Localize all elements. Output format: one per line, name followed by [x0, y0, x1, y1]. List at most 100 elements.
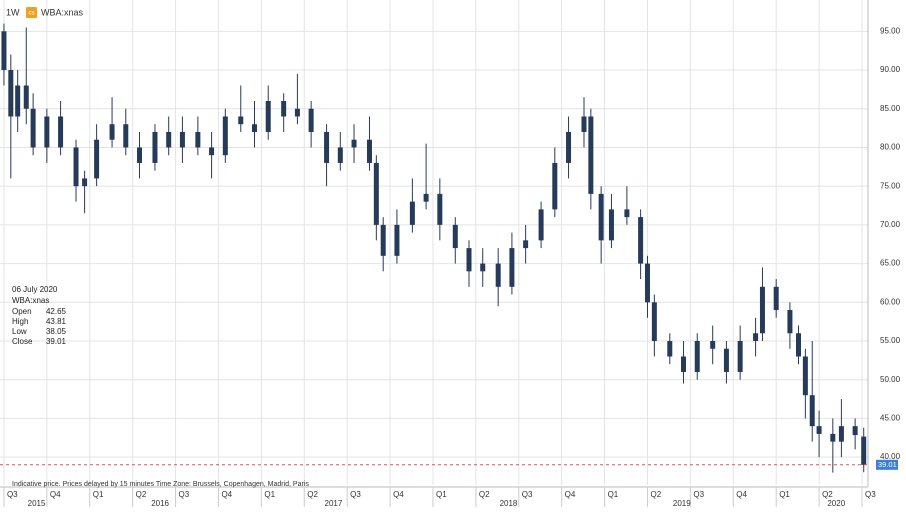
candle-body	[179, 131, 185, 148]
x-tick-label: Q4	[221, 490, 232, 499]
y-tick-label: 95.00	[880, 26, 901, 35]
y-tick-label: 90.00	[880, 65, 901, 74]
y-tick-label: 55.00	[880, 336, 901, 345]
candle-body	[809, 395, 815, 427]
x-tick-label: Q1	[779, 490, 790, 499]
candle-body	[566, 131, 572, 163]
y-tick-label: 70.00	[880, 220, 901, 229]
candle-body	[209, 147, 215, 156]
icon-box	[26, 7, 37, 18]
candle-body	[44, 116, 50, 148]
x-tick-label: Q4	[50, 490, 61, 499]
x-tick-label: Q2	[307, 490, 318, 499]
candle-body	[394, 224, 400, 256]
x-tick-label: Q1	[436, 490, 447, 499]
candle-body	[838, 426, 844, 442]
candle-body	[15, 85, 21, 117]
candle-body	[351, 139, 357, 148]
footer: Indicative price. Prices delayed by 15 m…	[12, 481, 309, 488]
info-value: 43.81	[46, 317, 67, 326]
x-tick-label: Q2	[136, 490, 147, 499]
candle-body	[251, 124, 257, 132]
candle-body	[337, 147, 343, 163]
candle-body	[723, 348, 729, 372]
candle-body	[523, 240, 529, 249]
x-tick-label: Q1	[264, 490, 275, 499]
x-tick-label: Q3	[865, 490, 876, 499]
year-label: 2017	[325, 499, 343, 508]
year-label: 2015	[28, 499, 46, 508]
candle-body	[638, 217, 644, 264]
candle-body	[787, 310, 793, 334]
candle-body	[308, 108, 314, 132]
candle-body	[598, 193, 604, 241]
info-value: 42.65	[46, 307, 67, 316]
x-tick-label: Q3	[522, 490, 533, 499]
candle-body	[452, 224, 458, 249]
candle-body	[861, 436, 867, 465]
candle-body	[509, 248, 515, 287]
x-tick-label: Q3	[179, 490, 190, 499]
candle-body	[73, 147, 79, 187]
candle-body	[265, 101, 271, 132]
x-tick-label: Q2	[479, 490, 490, 499]
candles	[1, 23, 867, 473]
year-label: 2019	[673, 499, 691, 508]
candle-body	[802, 356, 808, 396]
info-panel: 06 July 2020 WBA:xnas Open 42.65 High 43.81…	[12, 285, 67, 346]
candle-body	[644, 263, 650, 303]
icon: cs	[29, 11, 35, 17]
info-label: Open	[12, 307, 32, 316]
x-tick-label: Q3	[350, 490, 361, 499]
year-label: 2018	[500, 499, 518, 508]
candle-body	[753, 333, 759, 341]
interval[interactable]: 1W	[6, 7, 20, 17]
y-tick-label: 85.00	[880, 104, 901, 113]
x-tick-label: Q3	[693, 490, 704, 499]
grid	[0, 0, 868, 485]
y-tick-label: 65.00	[880, 259, 901, 268]
candle-body	[324, 131, 330, 163]
y-tick-label: 40.00	[880, 452, 901, 461]
candle-body	[423, 193, 429, 202]
candle-body	[294, 108, 300, 117]
x-tick-label: Q4	[736, 490, 747, 499]
candle-body	[152, 131, 158, 163]
y-tick-label: 80.00	[880, 143, 901, 152]
candle-body	[667, 341, 673, 357]
y-tick-label: 45.00	[880, 414, 901, 423]
candle-body	[495, 263, 501, 287]
candle-body	[30, 108, 36, 148]
info-date: 06 July 2020	[12, 285, 58, 294]
candle-body	[238, 116, 244, 125]
candle-body	[373, 162, 379, 225]
y-tick-label: 60.00	[880, 297, 901, 306]
candle-body	[281, 101, 287, 117]
candle-body	[1, 31, 7, 71]
candle-body	[710, 341, 716, 349]
candle-body	[581, 116, 587, 132]
symbol[interactable]: WBA:xnas	[41, 7, 84, 17]
candle-body	[538, 209, 544, 241]
x-tick-label: Q1	[608, 490, 619, 499]
year-label: 2020	[827, 499, 845, 508]
x-tick-label: Q1	[93, 490, 104, 499]
candle-body	[123, 124, 129, 148]
candle-body	[137, 147, 143, 163]
candle-body	[588, 116, 594, 194]
candle-body	[437, 193, 443, 225]
candle-body	[366, 139, 372, 163]
candle-body	[737, 341, 743, 372]
candle-body	[109, 124, 115, 140]
candle-body	[222, 116, 228, 156]
candle-body	[795, 333, 801, 357]
x-tick-label: Q3	[7, 490, 18, 499]
candle-body	[466, 248, 472, 272]
candle-body	[552, 162, 558, 210]
info-label: Low	[12, 327, 27, 336]
x-tick-label: Q2	[650, 490, 661, 499]
candle-body	[8, 70, 14, 117]
